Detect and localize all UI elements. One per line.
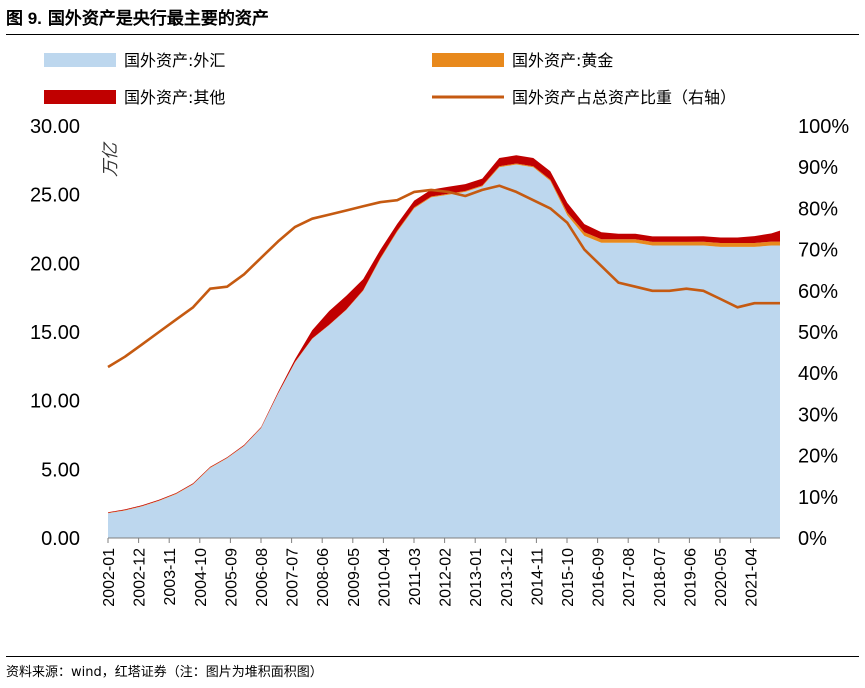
y-tick-right: 70% — [798, 240, 838, 262]
x-tick-label: 2019-06 — [682, 548, 699, 607]
y-tick-right: 80% — [798, 198, 838, 220]
x-tick-label: 2011-03 — [407, 548, 424, 606]
y-tick-left: 20.00 — [30, 253, 80, 275]
x-tick-label: 2007-07 — [285, 548, 302, 607]
y-tick-left: 0.00 — [41, 528, 80, 550]
top-rule — [6, 34, 859, 35]
legend-label-gold: 国外资产:黄金 — [512, 51, 613, 70]
figure-title-text: 国外资产是央行最主要的资产 — [47, 9, 269, 29]
x-tick-label: 2005-09 — [223, 548, 240, 607]
y-tick-left: 5.00 — [41, 459, 80, 481]
y-tick-left: 25.00 — [30, 185, 80, 207]
x-tick-label: 2002-12 — [132, 548, 149, 607]
y-tick-right: 0% — [798, 528, 827, 550]
x-tick-label: 2020-05 — [713, 548, 730, 607]
y-tick-right: 100% — [798, 116, 849, 138]
y-tick-right: 30% — [798, 404, 838, 426]
x-tick-label: 2016-09 — [591, 548, 608, 607]
y-tick-right: 20% — [798, 446, 838, 468]
x-tick-label: 2013-01 — [468, 548, 485, 607]
y-axis-left: 0.00 5.00 10.00 15.00 20.00 25.00 30.00 — [30, 116, 80, 550]
y-axis-unit-label: 万亿 — [101, 141, 121, 177]
x-tick-label: 2006-08 — [254, 548, 271, 607]
legend-label-other: 国外资产:其他 — [124, 88, 225, 107]
x-tick-label: 2002-01 — [101, 548, 118, 607]
area-fx — [108, 164, 780, 538]
x-tick-label: 2009-05 — [346, 548, 363, 607]
y-tick-left: 15.00 — [30, 322, 80, 344]
y-axis-right: 0% 10% 20% 30% 40% 50% 60% 70% 80% 90% 100% — [798, 116, 849, 550]
x-tick-label: 2010-04 — [376, 548, 393, 607]
y-tick-left: 10.00 — [30, 391, 80, 413]
x-tick-label: 2018-07 — [652, 548, 669, 607]
figure-title: 图 9. 国外资产是央行最主要的资产 — [6, 4, 269, 29]
y-tick-right: 90% — [798, 157, 838, 179]
legend-label-share: 国外资产占总资产比重（右轴） — [512, 88, 736, 107]
y-tick-right: 50% — [798, 322, 838, 344]
x-tick-label: 2021-04 — [744, 548, 761, 607]
x-axis: 2002-01 2002-12 2003-11 2004-10 2005-09 2006-… — [101, 537, 780, 607]
legend-swatch-fx — [44, 53, 116, 67]
plot-area — [107, 155, 780, 538]
source-note: 资料来源：wind，红塔证券（注：图片为堆积面积图） — [6, 665, 323, 680]
x-tick-label: 2008-06 — [315, 548, 332, 607]
line-share — [107, 184, 780, 369]
figure-label: 图 9. — [6, 9, 42, 28]
x-tick-label: 2003-11 — [162, 548, 179, 606]
x-tick-label: 2015-10 — [560, 548, 577, 607]
x-tick-label: 2004-10 — [193, 548, 210, 607]
y-tick-left: 30.00 — [30, 116, 80, 138]
legend-label-fx: 国外资产:外汇 — [124, 51, 225, 70]
bottom-rule — [6, 656, 859, 657]
legend-swatch-other — [44, 90, 116, 104]
x-tick-label: 2012-02 — [438, 548, 455, 607]
legend: 国外资产:外汇 国外资产:黄金 国外资产:其他 国外资产占总资产比重（右轴） — [44, 51, 736, 107]
y-tick-right: 40% — [798, 363, 838, 385]
x-tick-label: 2013-12 — [499, 548, 516, 607]
x-tick-label: 2014-11 — [529, 548, 546, 606]
y-tick-right: 10% — [798, 487, 838, 509]
x-tick-label: 2017-08 — [621, 548, 638, 607]
y-tick-right: 60% — [798, 281, 838, 303]
legend-swatch-gold — [432, 53, 504, 67]
